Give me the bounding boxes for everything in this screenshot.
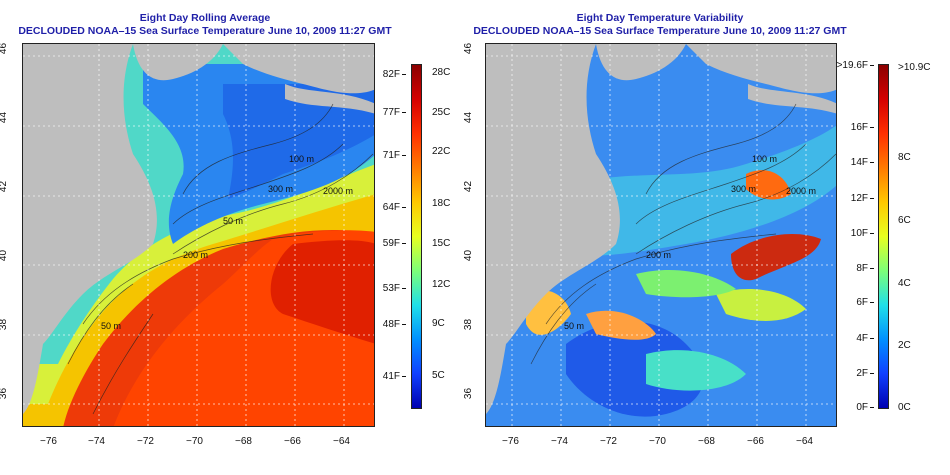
contour-label: 50 m (564, 321, 584, 331)
lon-tick: −76 (502, 436, 519, 447)
right-title-line2: DECLOUDED NOAA–15 Sea Surface Temperatur… (473, 25, 847, 37)
lon-tick: −76 (40, 436, 57, 447)
contour-label: 2000 m (786, 186, 816, 196)
colorbar-f-label: 16F (832, 122, 874, 133)
lon-tick: −74 (88, 436, 105, 447)
lat-tick: 38 (463, 318, 475, 331)
lon-tick: −72 (600, 436, 617, 447)
colorbar-f-label: 59F (376, 238, 406, 249)
colorbar-c-label: 5C (432, 370, 445, 381)
lon-tick: −66 (284, 436, 301, 447)
lat-tick: 44 (463, 111, 475, 124)
contour-label: 200 m (183, 250, 208, 260)
colorbar-f-label: 64F (376, 202, 406, 213)
colorbar-f-label: 8F (832, 263, 874, 274)
lon-tick: −64 (333, 436, 350, 447)
lon-tick: −74 (551, 436, 568, 447)
lat-tick: 40 (463, 249, 475, 262)
lat-tick: 36 (463, 387, 475, 400)
colorbar-c-label: 15C (432, 238, 451, 249)
colorbar-c-label: 22C (432, 146, 451, 157)
average-colorbar (411, 64, 422, 409)
lat-tick: 42 (463, 180, 475, 193)
lat-tick: 40 (0, 249, 10, 262)
lat-tick: 42 (0, 180, 10, 193)
lon-tick: −68 (235, 436, 252, 447)
contour-label: 2000 m (323, 186, 353, 196)
colorbar-f-label: 48F (376, 319, 406, 330)
lon-tick: −72 (137, 436, 154, 447)
colorbar-c-label: 6C (898, 215, 911, 226)
left-title-line2: DECLOUDED NOAA–15 Sea Surface Temperatur… (18, 25, 392, 37)
contour-label: 300 m (268, 184, 293, 194)
right-title: Eight Day Temperature Variability DECLOU… (455, 12, 865, 38)
contour-label: 100 m (289, 154, 314, 164)
contour-label: 300 m (731, 184, 756, 194)
lat-tick: 46 (463, 42, 475, 55)
colorbar-f-label: 41F (376, 371, 406, 382)
colorbar-f-label: 82F (376, 69, 406, 80)
colorbar-f-label: 14F (832, 157, 874, 168)
left-title-line1: Eight Day Rolling Average (139, 12, 271, 24)
lat-tick: 46 (0, 42, 10, 55)
colorbar-c-label: 8C (898, 152, 911, 163)
lon-tick: −70 (186, 436, 203, 447)
lon-tick: −68 (698, 436, 715, 447)
colorbar-c-label: >10.9C (898, 62, 931, 73)
variability-colorbar (878, 64, 889, 409)
colorbar-c-label: 4C (898, 278, 911, 289)
left-title: Eight Day Rolling Average DECLOUDED NOAA… (0, 12, 410, 38)
colorbar-c-label: 18C (432, 198, 451, 209)
lat-tick: 38 (0, 318, 10, 331)
lon-tick: −70 (649, 436, 666, 447)
right-title-line1: Eight Day Temperature Variability (576, 12, 744, 24)
lon-tick: −64 (796, 436, 813, 447)
colorbar-f-label: 77F (376, 107, 406, 118)
contour-label: 100 m (752, 154, 777, 164)
colorbar-c-label: 9C (432, 318, 445, 329)
contour-label: 50 m (223, 216, 243, 226)
colorbar-c-label: 0C (898, 402, 911, 413)
colorbar-f-label: >19.6F (832, 60, 874, 71)
colorbar-f-label: 0F (832, 402, 874, 413)
colorbar-f-label: 53F (376, 283, 406, 294)
colorbar-f-label: 12F (832, 193, 874, 204)
colorbar-c-label: 28C (432, 67, 451, 78)
sst-variability-map: 100 m 300 m 2000 m 200 m 50 m (485, 43, 837, 427)
colorbar-c-label: 2C (898, 340, 911, 351)
colorbar-f-label: 4F (832, 333, 874, 344)
contour-label: 50 m (101, 321, 121, 331)
lon-tick: −66 (747, 436, 764, 447)
colorbar-f-label: 71F (376, 150, 406, 161)
lat-tick: 44 (0, 111, 10, 124)
colorbar-f-label: 6F (832, 297, 874, 308)
colorbar-c-label: 25C (432, 107, 451, 118)
contour-label: 200 m (646, 250, 671, 260)
colorbar-f-label: 10F (832, 228, 874, 239)
colorbar-f-label: 2F (832, 368, 874, 379)
colorbar-c-label: 12C (432, 279, 451, 290)
lat-tick: 36 (0, 387, 10, 400)
sst-average-map: 100 m 300 m 2000 m 200 m 50 m 50 m (22, 43, 375, 427)
